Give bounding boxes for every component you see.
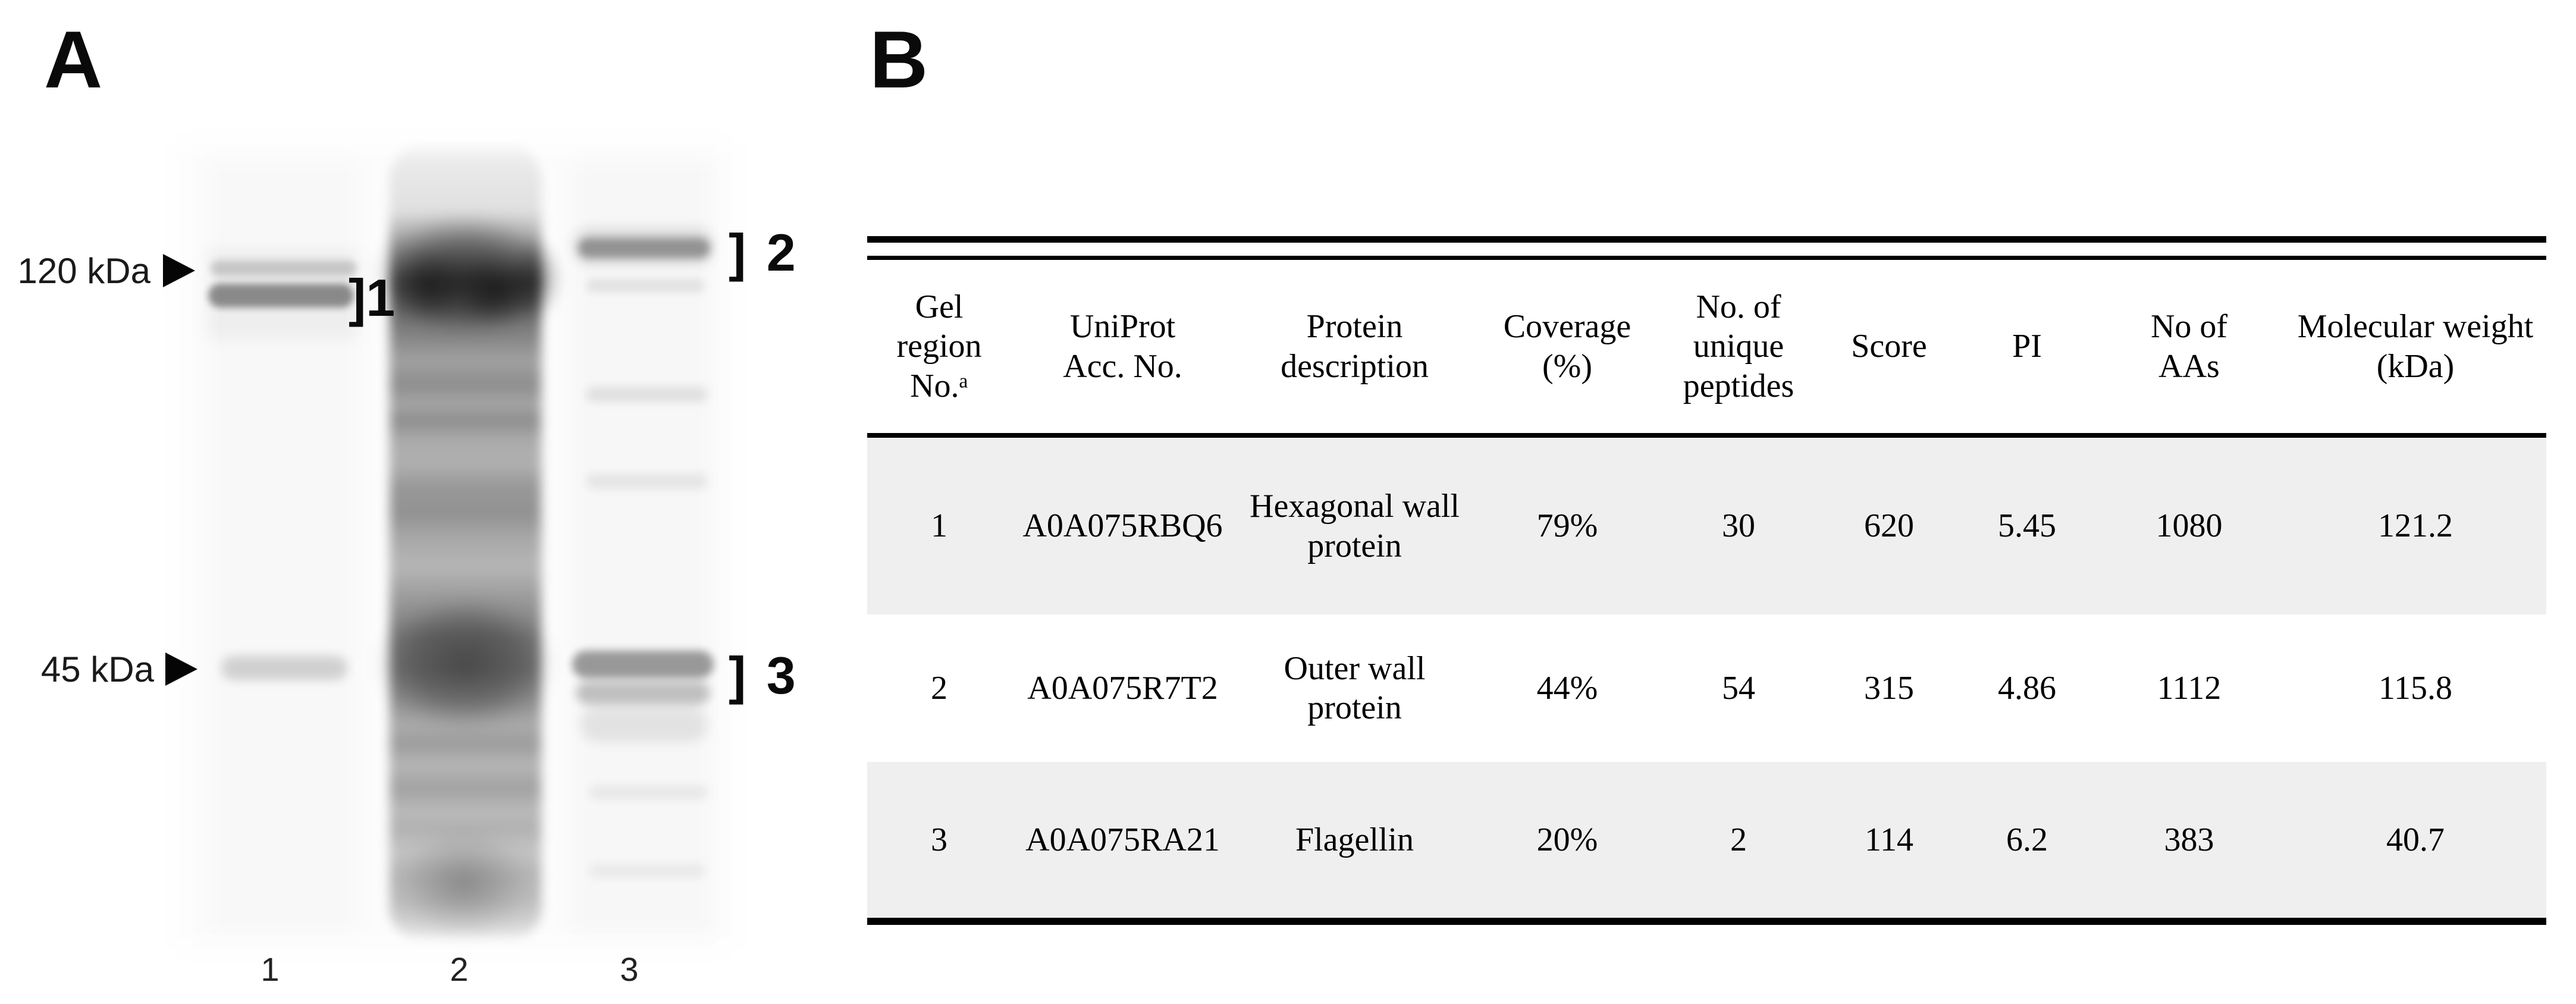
header-cell-mw: Molecular weight (kDa) [2285, 260, 2546, 438]
gel-lane3-band-45-main [572, 651, 714, 678]
gel-lane1-wash-120 [207, 250, 359, 339]
table-cell: 114 [1865, 821, 1913, 858]
header-cell-coverage: Coverage (%) [1475, 260, 1659, 438]
table-top-rule-thick [867, 236, 2546, 243]
lane-2-number: 2 [450, 950, 469, 988]
header-cell-pi: PI [1960, 260, 2094, 438]
table-cell: 30 [1722, 507, 1755, 545]
table-cell: A0A075R7T2 [1027, 669, 1218, 707]
marker-120kda-label: 120 kDa [17, 251, 150, 291]
table-cell: A0A075RBQ6 [1022, 507, 1223, 545]
header-cell-description: Protein description [1234, 260, 1475, 438]
table-cell: 315 [1864, 669, 1914, 707]
table-cell: 2 [931, 669, 947, 707]
gel-lane1-band-120-lower [208, 284, 354, 308]
table-cell: 121.2 [2378, 507, 2453, 545]
table-bottom-rule [867, 918, 2546, 925]
table-cell: 620 [1864, 507, 1914, 545]
table-cell: 1112 [2157, 669, 2222, 707]
gel-lane3-band-faint-1 [586, 278, 705, 293]
gel-lane1-band-45 [221, 656, 347, 680]
header-cell-unique-peptides: No. of unique peptides [1659, 260, 1818, 438]
gel-lane2-blob-bottom [396, 830, 532, 937]
gel-lane3-band-45-lower [576, 682, 710, 704]
table-row-1: 1 A0A075RBQ6 Hexagonal wall protein 79% … [867, 435, 2546, 614]
region-3-label: ] 3 [729, 646, 796, 705]
lane-3-number: 3 [620, 950, 639, 988]
table-top-rule-thin [867, 256, 2546, 260]
table-cell: 383 [2164, 821, 2214, 858]
gel-lane2-blob-120 [374, 215, 555, 334]
results-table: Gel region No.ᵃ UniProt Acc. No. Protein… [867, 236, 2546, 925]
table-top-rule-gap [867, 243, 2546, 256]
panel-a-label: A [44, 14, 103, 105]
table-cell: 4.86 [1998, 669, 2056, 707]
gel-lane3-band-top [578, 238, 710, 258]
marker-45kda-arrow-icon [165, 652, 197, 686]
table-cell: A0A075RA21 [1025, 821, 1220, 858]
gel-image [0, 0, 803, 1004]
table-cell: 2 [1730, 821, 1747, 858]
lane-1-number: 1 [261, 950, 280, 988]
table-cell: 115.8 [2379, 669, 2452, 707]
gel-lane3-streak [571, 161, 714, 934]
region-1-label: ]1 [349, 268, 396, 327]
header-row: Gel region No.ᵃ UniProt Acc. No. Protein… [867, 260, 2546, 438]
table-cell: 79% [1536, 507, 1598, 545]
gel-background-wash [178, 143, 732, 949]
gel-lane2-blob-45 [376, 598, 554, 729]
table-cell: Hexagonal wall protein [1250, 488, 1460, 564]
table-cell: 54 [1722, 669, 1755, 707]
gel-lane2-bump-mid [452, 256, 541, 327]
gel-lane3-band-faint-2 [586, 387, 708, 402]
table-row-2: 2 A0A075R7T2 Outer wall protein 44% 54 3… [867, 614, 2546, 762]
gel-lane2-bump-left [390, 250, 467, 321]
header-cell-uniprot: UniProt Acc. No. [1011, 260, 1234, 438]
table-cell: 1080 [2155, 507, 2223, 545]
header-cell-aas: No of AAs [2094, 260, 2285, 438]
header-cell-gel-region: Gel region No.ᵃ [867, 260, 1011, 438]
header-cell-score: Score [1818, 260, 1960, 438]
table-cell: 3 [931, 821, 947, 858]
marker-45kda-label: 45 kDa [40, 650, 154, 689]
gel-lane3-band-faint-3 [586, 473, 708, 489]
marker-120kda-arrow-icon [163, 254, 195, 287]
gel-lane1-band-120-upper [211, 261, 357, 276]
gel-lane2-bump-right [509, 238, 562, 321]
gel-lane2-smear [390, 148, 541, 939]
gel-lane3-tail-45 [580, 707, 708, 742]
gel-lane3-underlay-top [572, 227, 714, 265]
table-cell: Outer wall protein [1284, 650, 1426, 726]
table-cell: 5.45 [1998, 507, 2056, 545]
table-cell: Flagellin [1295, 821, 1414, 858]
table-cell: 1 [931, 507, 947, 545]
table-cell: 20% [1536, 821, 1598, 858]
table-cell: 44% [1536, 669, 1598, 707]
region-2-label: ] 2 [729, 223, 796, 282]
table-row-3: 3 A0A075RA21 Flagellin 20% 2 114 6.2 383… [867, 762, 2546, 918]
table-cell: 6.2 [2006, 821, 2048, 858]
gel-lane3-band-faint-5 [589, 864, 705, 878]
panel-b-label: B [870, 14, 928, 105]
protein-id-table: Gel region No.ᵃ UniProt Acc. No. Protein… [867, 260, 2546, 918]
table-cell: 40.7 [2386, 821, 2445, 858]
gel-lane3-band-faint-4 [589, 785, 708, 799]
gel-lane1-streak [207, 161, 359, 934]
